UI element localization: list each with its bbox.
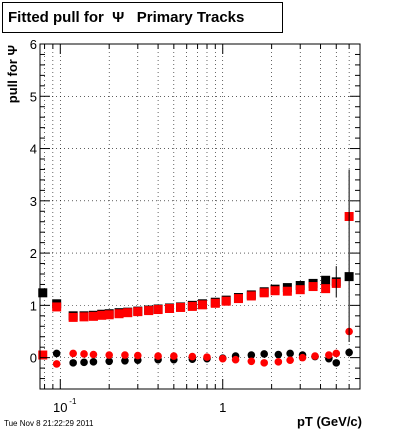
- data-point-square: [79, 312, 89, 322]
- y-tick-label: 2: [30, 246, 37, 261]
- data-point-square: [88, 311, 98, 321]
- x-tick-label: 10: [53, 400, 67, 415]
- data-point-circle: [298, 353, 307, 362]
- y-tick-label: 1: [30, 298, 37, 313]
- data-point-circle: [274, 358, 283, 366]
- data-point-circle: [311, 352, 319, 360]
- y-tick-label: 5: [30, 89, 37, 104]
- data-point-square: [221, 296, 231, 306]
- plot-frame: [39, 43, 361, 390]
- data-point-circle: [89, 358, 98, 366]
- data-point-circle: [247, 351, 256, 359]
- x-tick-label-exponent: -1: [69, 397, 77, 406]
- data-point-square: [153, 305, 163, 315]
- data-point-circle: [105, 351, 113, 359]
- data-point-square: [104, 310, 114, 320]
- data-point-circle: [69, 349, 77, 358]
- data-point-circle: [274, 350, 283, 359]
- data-point-circle: [286, 349, 294, 358]
- data-point-square: [114, 309, 124, 319]
- data-point-circle: [52, 349, 61, 358]
- data-point-square: [164, 304, 174, 313]
- data-point-square: [259, 288, 269, 298]
- timestamp: Tue Nov 8 21:22:29 2011: [4, 419, 94, 428]
- data-point-circle: [154, 352, 162, 360]
- data-point-circle: [325, 351, 333, 359]
- data-point-square: [197, 300, 207, 310]
- data-point-square: [176, 302, 186, 312]
- data-point-circle: [133, 351, 142, 360]
- data-point-square: [38, 350, 48, 360]
- data-point-circle: [80, 358, 88, 367]
- data-point-circle: [231, 355, 240, 364]
- data-point-circle: [121, 351, 129, 359]
- data-point-square: [282, 286, 292, 296]
- data-point-circle: [286, 356, 294, 365]
- data-point-circle: [52, 360, 61, 368]
- data-point-square: [52, 302, 62, 312]
- data-point-circle: [170, 352, 178, 360]
- data-point-square: [144, 306, 154, 316]
- data-point-square: [97, 310, 107, 320]
- data-markers: [38, 169, 354, 368]
- grid-lines: [40, 43, 361, 389]
- data-point-circle: [260, 359, 268, 367]
- data-point-circle: [188, 352, 197, 361]
- data-point-square: [321, 275, 331, 285]
- x-axis-label: pT (GeV/c): [297, 414, 362, 429]
- data-point-square: [187, 301, 197, 311]
- y-tick-label: 4: [30, 142, 37, 157]
- data-point-circle: [203, 353, 211, 361]
- chart-title: Fitted pull for Ψ Primary Tracks: [2, 2, 283, 33]
- data-point-square: [295, 285, 305, 295]
- data-point-square: [133, 307, 143, 317]
- data-point-square: [270, 286, 280, 296]
- data-point-circle: [332, 359, 341, 367]
- data-point-circle: [345, 348, 353, 357]
- data-point-circle: [105, 357, 113, 366]
- data-point-square: [210, 298, 220, 308]
- data-point-square: [308, 282, 318, 292]
- data-point-circle: [332, 349, 341, 358]
- y-tick-label: 3: [30, 194, 37, 209]
- y-axis-label: pull for Ψ: [5, 45, 20, 103]
- y-tick-label: 0: [30, 351, 37, 366]
- x-tick-label: 1: [219, 400, 226, 415]
- data-point-circle: [89, 350, 98, 359]
- data-point-square: [321, 284, 331, 294]
- data-point-square: [233, 294, 243, 304]
- data-point-circle: [260, 350, 268, 358]
- data-point-circle: [80, 350, 88, 358]
- data-point-circle: [69, 359, 77, 367]
- data-point-circle: [218, 354, 227, 363]
- data-point-square: [246, 291, 256, 301]
- data-point-square: [68, 312, 78, 322]
- data-point-square: [123, 308, 133, 318]
- data-point-circle: [121, 356, 129, 365]
- data-point-square: [38, 288, 48, 298]
- data-point-circle: [247, 357, 256, 366]
- y-tick-label: 6: [30, 37, 37, 52]
